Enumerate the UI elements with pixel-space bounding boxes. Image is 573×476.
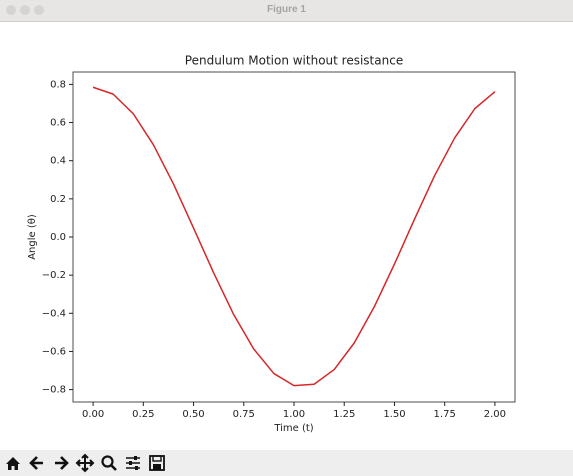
x-tick-label: 0.00 (82, 409, 104, 420)
x-axis-label: Time (t) (273, 423, 313, 434)
y-tick-label: −0.2 (42, 270, 66, 281)
x-tick-label: 0.50 (182, 409, 204, 420)
forward-button[interactable] (51, 453, 71, 473)
x-tick-label: 1.75 (434, 409, 456, 420)
close-button[interactable] (6, 5, 16, 15)
back-button[interactable] (27, 453, 47, 473)
chart-title: Pendulum Motion without resistance (185, 54, 403, 68)
window-title: Figure 1 (267, 4, 306, 15)
configure-button[interactable] (123, 453, 143, 473)
x-tick-label: 2.00 (484, 409, 506, 420)
y-tick-label: 0.4 (50, 156, 66, 167)
y-tick-label: −0.8 (42, 385, 66, 396)
save-button[interactable] (147, 453, 167, 473)
home-button[interactable] (3, 453, 23, 473)
title-bar: Figure 1 (0, 0, 573, 22)
y-tick-label: 0.2 (50, 194, 66, 205)
y-tick-label: 0.6 (50, 118, 66, 129)
chart: Pendulum Motion without resistance Time … (27, 54, 516, 434)
x-tick-label: 1.00 (283, 409, 305, 420)
plot-area (72, 71, 516, 403)
y-tick-label: −0.6 (42, 346, 66, 357)
x-tick-label: 0.75 (233, 409, 255, 420)
x-tick-label: 0.25 (132, 409, 154, 420)
x-tick-label: 1.50 (383, 409, 405, 420)
y-tick-label: 0.8 (50, 79, 66, 90)
y-axis-label: Angle (θ) (27, 214, 38, 260)
pan-button[interactable] (75, 453, 95, 473)
x-tick-label: 1.25 (333, 409, 355, 420)
zoom-button[interactable] (34, 5, 44, 15)
minimize-button[interactable] (20, 5, 30, 15)
zoom-button[interactable] (99, 453, 119, 473)
toolbar (0, 450, 573, 476)
line-series (92, 86, 496, 387)
y-tick-label: −0.4 (42, 308, 66, 319)
y-tick-label: 0.0 (50, 232, 66, 243)
